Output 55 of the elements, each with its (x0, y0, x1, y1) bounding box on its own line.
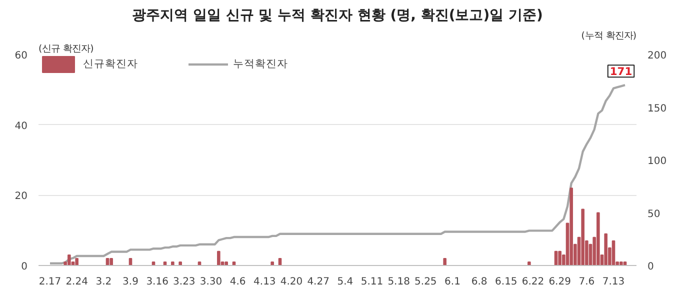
bar (270, 261, 274, 266)
y2-axis-title: (누적 확진자) (581, 30, 637, 42)
x-tick-label: 6.1 (444, 276, 460, 287)
bar (178, 261, 182, 266)
bar (224, 261, 228, 266)
y2-tick-label: 150 (648, 103, 667, 114)
x-tick-label: 3.16 (146, 276, 168, 287)
y-tick-label: 0 (21, 262, 28, 272)
x-tick-label: 3.2 (96, 276, 112, 287)
bar (528, 261, 531, 266)
bar (443, 258, 446, 266)
y-axis-title: (신규 확진자) (38, 44, 94, 54)
x-tick-label: 3.23 (173, 276, 196, 287)
x-tick-label: 7.6 (578, 276, 595, 287)
bar (68, 254, 71, 266)
y-tick-label: 60 (14, 50, 28, 62)
x-tick-label: 2.17 (38, 276, 62, 287)
y2-tick-label: 200 (648, 50, 667, 62)
legend-label: 신규확진자 (83, 57, 138, 71)
bar (171, 261, 174, 266)
x-tick-label: 6.8 (471, 276, 488, 287)
y2-tick-label: 100 (648, 156, 667, 167)
bar (612, 240, 616, 266)
x-tick-label: 3.30 (200, 276, 222, 287)
y2-tick-label: 50 (648, 208, 660, 220)
x-tick-label: 2.24 (66, 276, 88, 287)
x-tick-label: 7.13 (602, 276, 625, 287)
bar (75, 258, 78, 266)
bar (581, 208, 584, 266)
bar (110, 258, 113, 266)
chart-title: 광주지역 일일 신규 및 누적 확진자 현황 (명, 확진(보고)일 기준) (132, 8, 543, 24)
x-tick-label: 4.27 (307, 276, 330, 287)
x-tick-label: 5.25 (414, 276, 437, 287)
x-tick-label: 6.15 (495, 276, 518, 287)
x-tick-label: 4.13 (254, 276, 276, 287)
annotation: 171 (610, 65, 632, 78)
legend-label: 누적확진자 (233, 57, 288, 71)
bar (558, 250, 562, 266)
bar (604, 233, 608, 266)
bar (596, 212, 600, 266)
line-series (48, 84, 626, 264)
x-tick-label: 5.11 (360, 276, 384, 287)
x-tick-label: 5.4 (337, 276, 354, 287)
y2-tick-label: 0 (648, 262, 654, 272)
x-tick-label: 3.9 (122, 276, 138, 287)
y-tick-label: 20 (14, 191, 28, 202)
bar (620, 261, 623, 266)
x-tick-label: 4.6 (230, 276, 246, 287)
x-tick-label: 6.29 (548, 276, 571, 287)
x-tick-label: 6.22 (522, 276, 544, 287)
x-tick-label: 4.20 (280, 276, 303, 287)
bar (570, 188, 573, 266)
y-tick-label: 40 (14, 120, 28, 132)
bar (217, 250, 220, 266)
x-tick-label: 5.18 (388, 276, 410, 287)
